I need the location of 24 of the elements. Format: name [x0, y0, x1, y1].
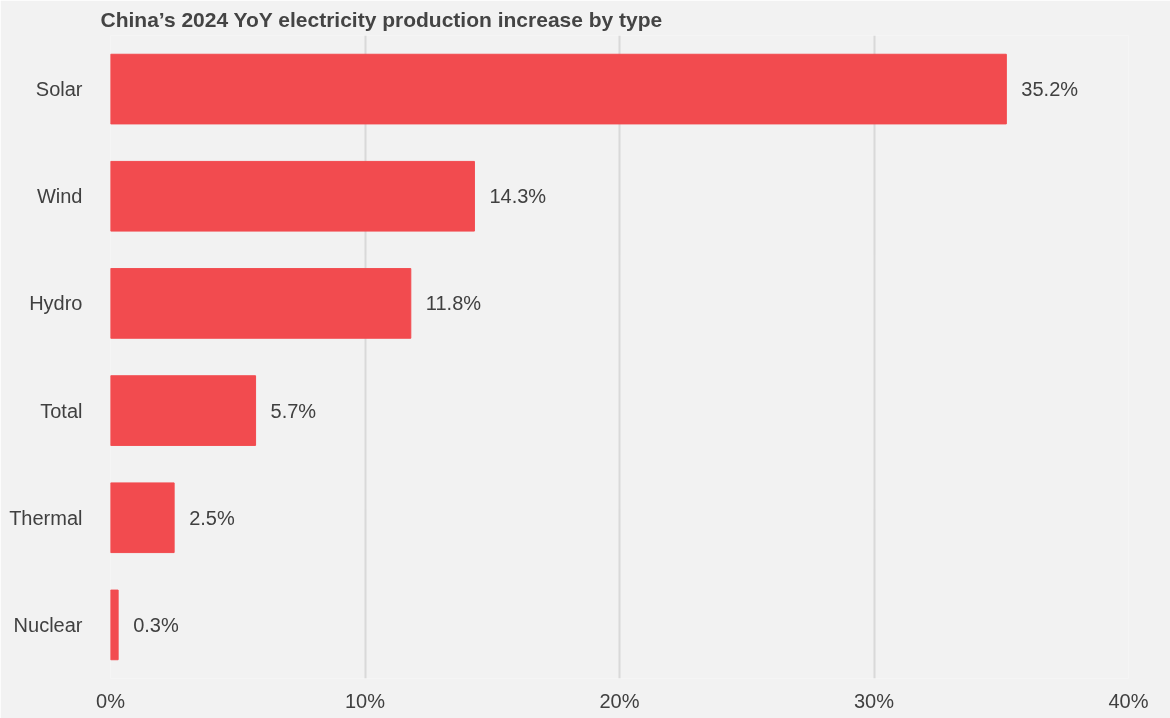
- x-tick-label: 30%: [853, 689, 895, 712]
- y-tick-label: Wind: [36, 185, 83, 208]
- x-tick-label: 10%: [344, 689, 386, 712]
- y-tick-label: Thermal: [9, 506, 83, 529]
- data-label: 2.5%: [189, 506, 235, 529]
- y-tick-label: Hydro: [29, 292, 83, 315]
- bar: [110, 482, 175, 554]
- chart-title: China’s 2024 YoY electricity production increase by type: [100, 7, 663, 31]
- y-tick-label: Nuclear: [13, 613, 83, 636]
- data-label: 5.7%: [270, 399, 317, 422]
- x-tick-label: 0%: [96, 689, 126, 712]
- data-label: 11.8%: [425, 292, 482, 315]
- bar: [110, 268, 412, 339]
- bar: [110, 375, 257, 446]
- data-label: 35.2%: [1021, 78, 1079, 101]
- x-tick-label: 40%: [1108, 689, 1149, 712]
- bar: [110, 160, 475, 232]
- y-tick-label: Total: [40, 399, 83, 422]
- data-label: 14.3%: [489, 185, 547, 208]
- bar: [110, 589, 119, 661]
- y-tick-label: Solar: [35, 78, 83, 101]
- x-tick-label: 20%: [599, 689, 640, 712]
- data-label: 0.3%: [133, 613, 179, 636]
- bar: [110, 53, 1007, 125]
